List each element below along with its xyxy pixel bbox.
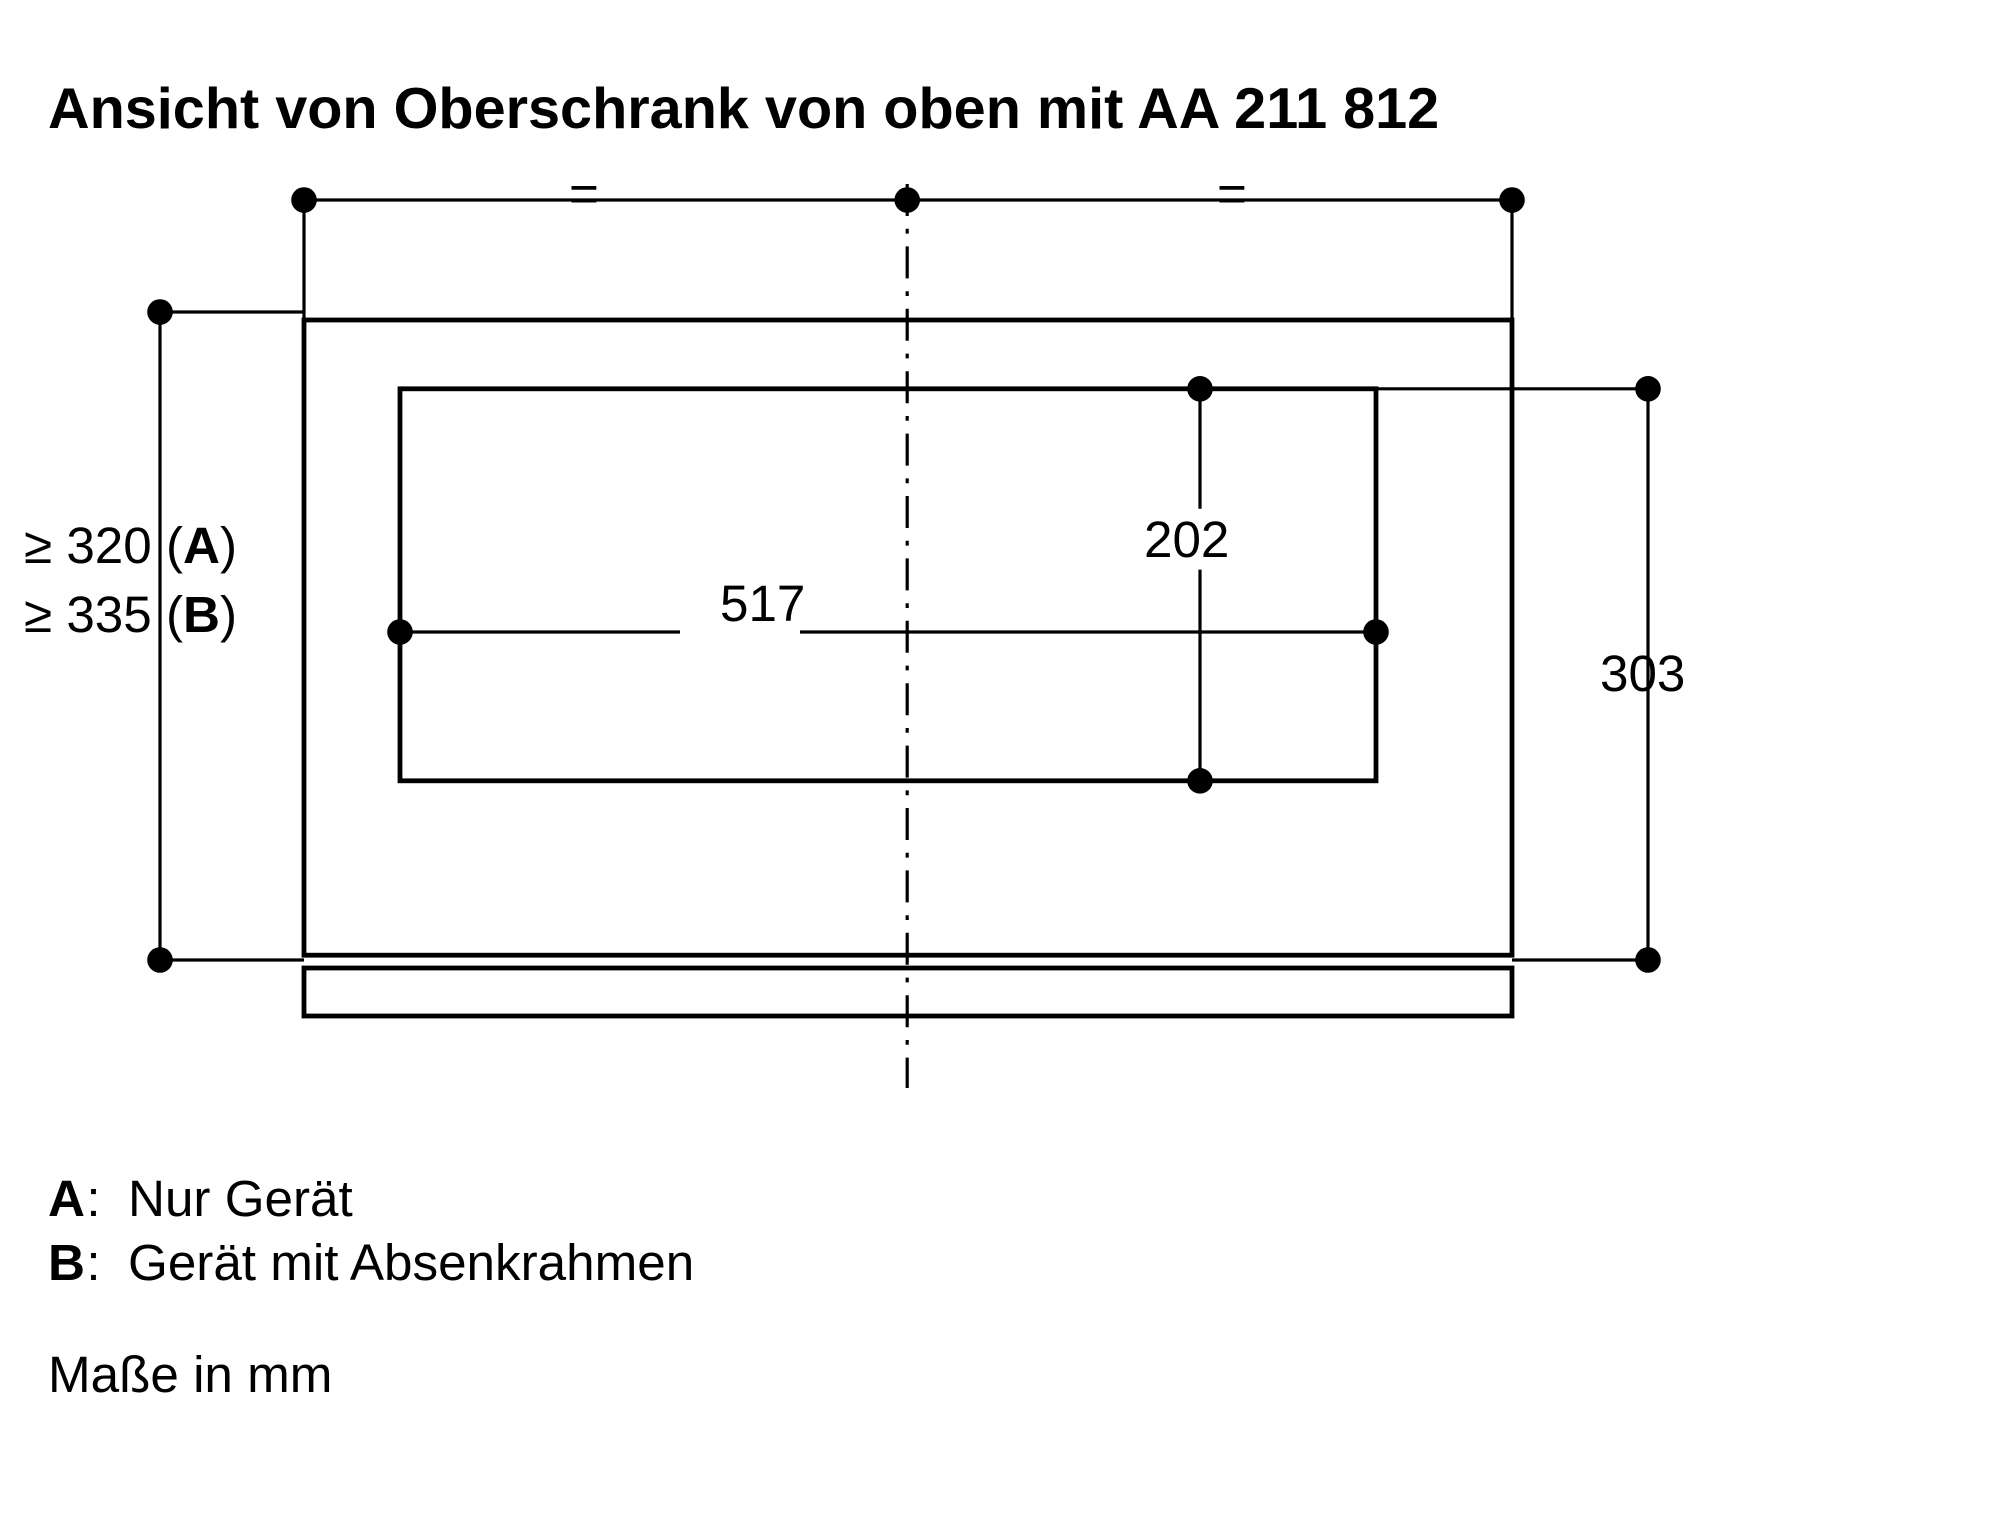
diagram-title: Ansicht von Oberschrank von oben mit AA … <box>48 77 1439 141</box>
dim-left-label-b: ≥ 335 (B) <box>24 586 237 643</box>
dim-left-label-a: ≥ 320 (A) <box>24 517 237 574</box>
svg-text:=: = <box>1217 165 1247 222</box>
dim-303-label: 303 <box>1600 645 1685 702</box>
dim-202-label: 202 <box>1144 511 1229 568</box>
legend-b: B:Gerät mit Absenkrahmen <box>48 1234 694 1291</box>
dim-517-label: 517 <box>720 575 805 632</box>
legend-a: A:Nur Gerät <box>48 1170 353 1227</box>
legend-units: Maße in mm <box>48 1346 332 1403</box>
svg-text:=: = <box>569 165 599 222</box>
